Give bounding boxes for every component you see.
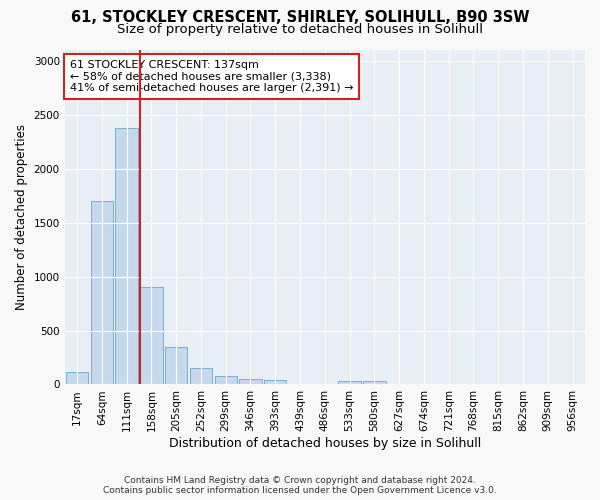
Bar <box>363 381 386 384</box>
Bar <box>190 368 212 384</box>
Bar <box>215 376 237 384</box>
X-axis label: Distribution of detached houses by size in Solihull: Distribution of detached houses by size … <box>169 437 481 450</box>
Text: 61 STOCKLEY CRESCENT: 137sqm
← 58% of detached houses are smaller (3,338)
41% of: 61 STOCKLEY CRESCENT: 137sqm ← 58% of de… <box>70 60 353 93</box>
Text: Contains HM Land Registry data © Crown copyright and database right 2024.
Contai: Contains HM Land Registry data © Crown c… <box>103 476 497 495</box>
Bar <box>338 381 361 384</box>
Bar <box>239 379 262 384</box>
Bar <box>165 346 187 385</box>
Bar <box>264 380 286 384</box>
Y-axis label: Number of detached properties: Number of detached properties <box>15 124 28 310</box>
Bar <box>91 201 113 384</box>
Bar <box>115 128 138 384</box>
Bar <box>140 288 163 384</box>
Text: Size of property relative to detached houses in Solihull: Size of property relative to detached ho… <box>117 22 483 36</box>
Bar <box>66 372 88 384</box>
Text: 61, STOCKLEY CRESCENT, SHIRLEY, SOLIHULL, B90 3SW: 61, STOCKLEY CRESCENT, SHIRLEY, SOLIHULL… <box>71 10 529 25</box>
